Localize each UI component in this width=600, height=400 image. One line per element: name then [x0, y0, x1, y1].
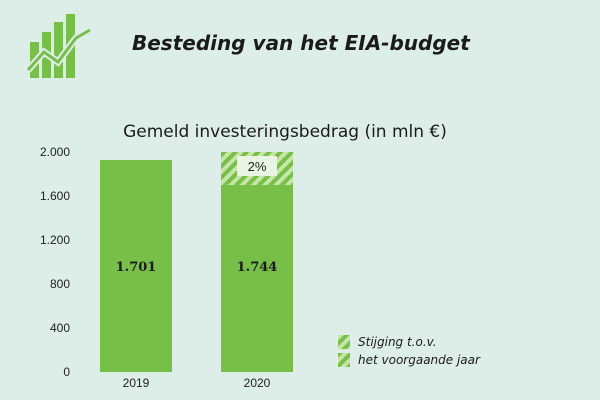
- increase-label-box: [237, 156, 277, 176]
- legend: Stijging t.o.v. het voorgaande jaar: [338, 335, 481, 367]
- x-tick-label: 2020: [244, 376, 271, 390]
- y-tick-label: 0: [63, 365, 70, 379]
- y-tick-label: 800: [50, 277, 70, 291]
- bars: [100, 152, 293, 372]
- x-axis: 2019 2020: [123, 376, 271, 390]
- data-labels: 1.701 2% 1.744: [116, 159, 278, 275]
- legend-hatch-swatch: [338, 335, 350, 349]
- chart-title: Gemeld investeringsbedrag (in mln €): [123, 122, 447, 142]
- y-axis: 0 400 800 1.200 1.600 2.000: [40, 145, 70, 379]
- y-tick-label: 400: [50, 321, 70, 335]
- bar-chart-trend-icon: [25, 14, 92, 78]
- bar-value-label: 1.744: [237, 260, 278, 275]
- x-tick-label: 2019: [123, 376, 150, 390]
- legend-hatch-swatch-lower: [338, 353, 350, 367]
- increase-label: 2%: [248, 159, 267, 174]
- bar-value-label: 1.701: [116, 260, 157, 275]
- legend-line-1: Stijging t.o.v.: [358, 335, 437, 349]
- bar-2019: [100, 160, 172, 372]
- y-tick-label: 2.000: [40, 145, 70, 159]
- y-tick-label: 1.600: [40, 189, 70, 203]
- page-title: Besteding van het EIA-budget: [132, 31, 471, 55]
- bar-2020: [221, 184, 293, 372]
- legend-line-2: het voorgaande jaar: [358, 353, 481, 367]
- y-tick-label: 1.200: [40, 233, 70, 247]
